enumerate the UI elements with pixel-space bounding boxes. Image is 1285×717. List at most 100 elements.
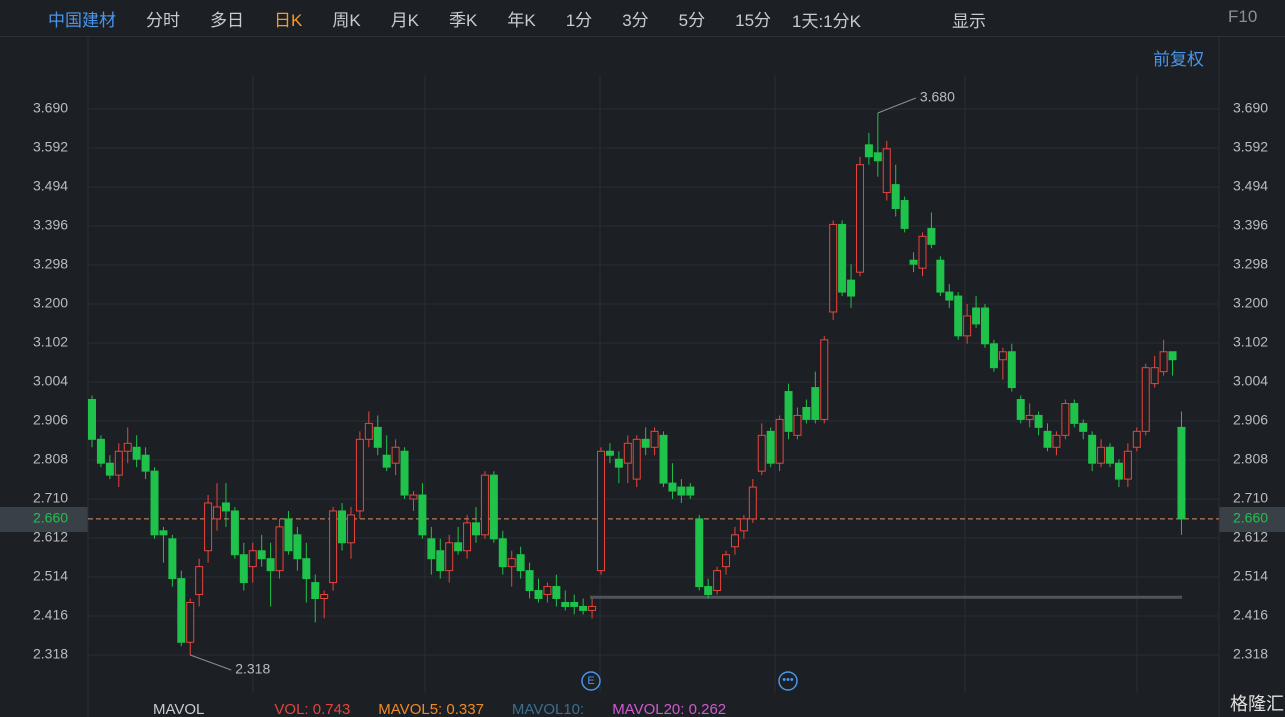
price-tag-right xyxy=(1219,507,1285,532)
candle-body xyxy=(507,558,516,568)
candle-body xyxy=(195,566,204,596)
tab[interactable]: 15分 xyxy=(735,10,772,30)
candle-body xyxy=(204,502,213,552)
candle-body xyxy=(686,486,695,496)
candle-body xyxy=(427,538,436,560)
candle-body xyxy=(927,227,936,245)
candle-body xyxy=(311,582,320,599)
candle-body xyxy=(186,601,195,643)
y2-tick-label: 3.004 xyxy=(1233,373,1268,389)
candle-body xyxy=(730,534,739,548)
candle-body xyxy=(677,486,686,496)
candle-body xyxy=(516,554,525,572)
y2-tick-label: 3.592 xyxy=(1233,139,1268,155)
tabs: 分时 多日 日K 周K 月K 季K 年K 1分 3分 5分 15分 xyxy=(146,6,801,31)
y-tick-label: 3.690 xyxy=(33,100,68,116)
annotation-leader xyxy=(877,97,917,114)
candle-body xyxy=(239,554,248,584)
y2-tick-label: 2.710 xyxy=(1233,490,1268,506)
f10-button[interactable]: F10 xyxy=(1228,7,1258,26)
candle-body xyxy=(632,438,641,480)
last-price-label: 2.660 xyxy=(33,510,68,526)
y2-tick-label: 2.514 xyxy=(1233,568,1268,584)
tab[interactable]: 日K xyxy=(274,10,303,30)
annotation-leader xyxy=(190,654,232,671)
watermark: 格隆汇 xyxy=(1230,694,1284,714)
tab[interactable]: 3分 xyxy=(622,10,649,30)
candle-body xyxy=(650,430,659,448)
candle-body xyxy=(114,450,123,476)
candle-body xyxy=(757,434,766,472)
candle-body xyxy=(445,542,454,572)
y2-tick-label: 3.396 xyxy=(1233,217,1268,233)
candle-body xyxy=(954,295,963,337)
display-menu[interactable]: 显示 xyxy=(952,12,986,31)
more-marker[interactable] xyxy=(778,671,798,691)
stock-name[interactable]: 中国建材 xyxy=(48,10,116,30)
tab[interactable]: 5分 xyxy=(678,10,706,30)
candle-body xyxy=(364,422,373,440)
candle-body xyxy=(891,184,900,210)
candle-body xyxy=(150,470,159,536)
candle-body xyxy=(820,339,829,420)
candle-body xyxy=(230,510,239,556)
y-tick-label: 2.906 xyxy=(33,412,68,428)
candle-body xyxy=(436,550,445,572)
tab[interactable]: 1分 xyxy=(565,10,593,30)
candle-body xyxy=(284,518,293,552)
candle-body xyxy=(302,558,311,580)
y2-tick-label: 3.298 xyxy=(1233,256,1268,272)
more-icon: ••• xyxy=(782,674,794,686)
price-tag-left xyxy=(0,507,88,532)
candle-body xyxy=(623,442,632,464)
candle-body xyxy=(534,590,543,599)
candle-body xyxy=(409,494,418,500)
candle-body xyxy=(972,307,981,325)
candle-body xyxy=(168,538,177,580)
candle-body xyxy=(748,486,757,520)
tab[interactable]: 分时 xyxy=(146,10,180,30)
indicator-name[interactable]: MAVOL xyxy=(153,701,205,717)
candle-body xyxy=(498,538,507,568)
tab[interactable]: 多日 xyxy=(210,10,244,30)
candle-body xyxy=(1043,430,1052,448)
y2-tick-label: 2.808 xyxy=(1233,451,1268,467)
tab[interactable]: 周K xyxy=(332,10,361,30)
candle-body xyxy=(355,438,364,512)
candle-body xyxy=(614,458,623,468)
adjust-button[interactable]: 前复权 xyxy=(1153,50,1204,69)
tab[interactable]: 月K xyxy=(390,10,420,30)
candle-body xyxy=(221,502,230,512)
candle-body xyxy=(1132,430,1141,448)
y2-tick-label: 2.612 xyxy=(1233,529,1268,545)
candle-body xyxy=(659,434,668,484)
candle-body xyxy=(739,518,748,532)
indicator-bar: MAVOL VOL: 0.743 MAVOL5: 0.337 MAVOL10: MAVO… xyxy=(153,701,754,717)
candle-body xyxy=(1150,367,1159,385)
tab[interactable]: 年K xyxy=(507,10,536,30)
event-marker[interactable] xyxy=(581,671,601,691)
last-price-label: 2.660 xyxy=(1233,510,1268,526)
tab[interactable]: 季K xyxy=(449,10,478,30)
y-tick-label: 3.004 xyxy=(33,373,68,389)
candle-body xyxy=(668,482,677,492)
period-select[interactable]: 1天:1分K xyxy=(792,12,861,31)
candle-body xyxy=(177,578,186,643)
candle-body xyxy=(838,223,847,293)
candle-body xyxy=(775,418,784,464)
candle-body xyxy=(1052,434,1061,448)
y2-tick-label: 3.200 xyxy=(1233,295,1268,311)
candle-body xyxy=(141,454,150,472)
candle-body xyxy=(1016,399,1025,420)
candle-body xyxy=(454,542,463,552)
y-tick-label: 2.808 xyxy=(33,451,68,467)
candle-body xyxy=(275,526,284,572)
candle-body xyxy=(373,426,382,448)
candle-body xyxy=(793,414,802,436)
candle-body xyxy=(105,462,114,476)
candle-body xyxy=(945,291,954,301)
candle-body xyxy=(811,387,820,420)
candle-body xyxy=(989,343,998,369)
candle-body xyxy=(722,554,731,568)
